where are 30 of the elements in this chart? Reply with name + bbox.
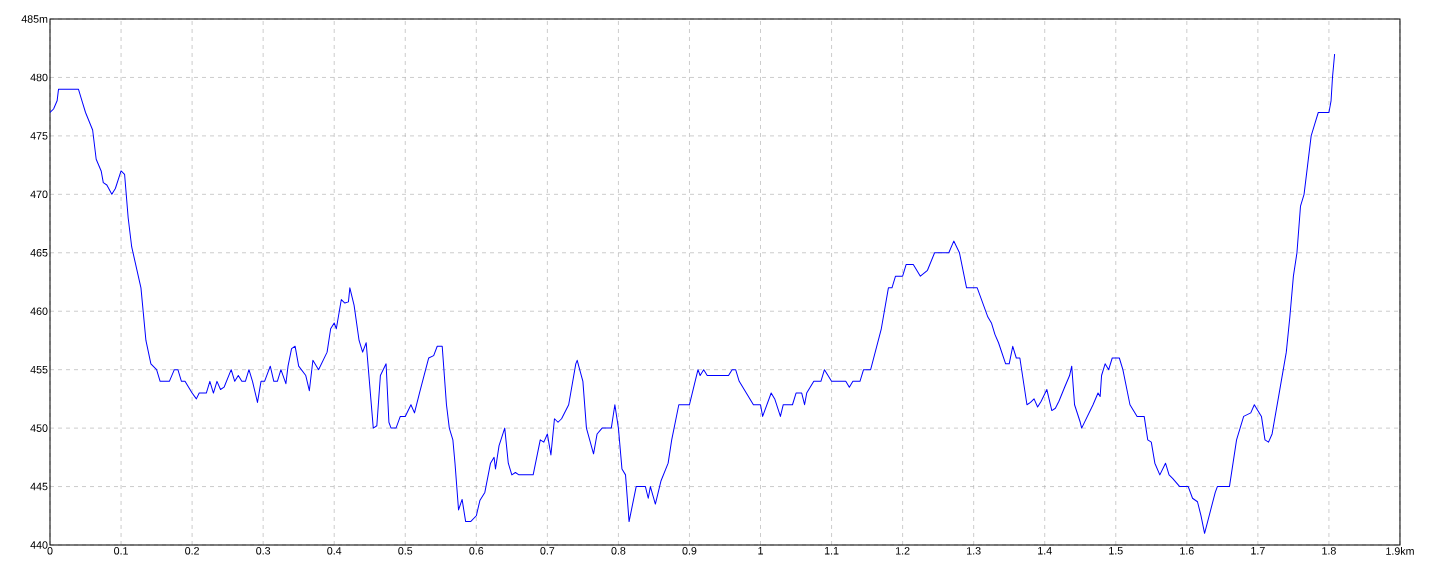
x-tick-label: 0.1	[114, 547, 128, 555]
y-tick-label: 470	[30, 190, 48, 199]
x-tick-label: 1.5	[1109, 547, 1123, 555]
x-tick-label: 1.4	[1038, 547, 1052, 555]
x-tick-label: 1	[758, 547, 763, 555]
y-tick-label: 450	[30, 424, 48, 432]
y-tick-label: 460	[30, 307, 48, 315]
x-tick-label: 1.8	[1322, 547, 1336, 555]
y-tick-label: 485m	[21, 15, 48, 23]
x-tick-label: 0.4	[327, 547, 342, 555]
y-tick-label: 480	[30, 73, 48, 82]
x-tick-label: 0.5	[398, 547, 413, 555]
x-tick-label: 0	[47, 547, 53, 555]
x-tick-label: 0.2	[185, 547, 199, 555]
x-tick-label: 1.2	[896, 547, 910, 555]
x-tick-label: 1.1	[824, 547, 839, 555]
y-tick-label: 475	[30, 132, 48, 140]
y-tick-label: 465	[30, 249, 48, 257]
y-tick-label: 455	[30, 365, 48, 374]
y-tick-label: 440	[30, 541, 48, 549]
x-tick-label: 1.3	[967, 547, 981, 555]
x-tick-label: 0.8	[611, 547, 626, 555]
x-tick-label: 1.7	[1251, 547, 1265, 555]
y-tick-label: 445	[30, 482, 48, 491]
x-tick-label: 1.9km	[1386, 547, 1414, 555]
x-tick-label: 0.7	[540, 547, 555, 555]
x-tick-label: 1.6	[1180, 547, 1194, 555]
x-tick-label: 0.3	[256, 547, 271, 555]
x-tick-label: 0.6	[469, 547, 484, 555]
x-tick-label: 0.9	[682, 547, 697, 555]
